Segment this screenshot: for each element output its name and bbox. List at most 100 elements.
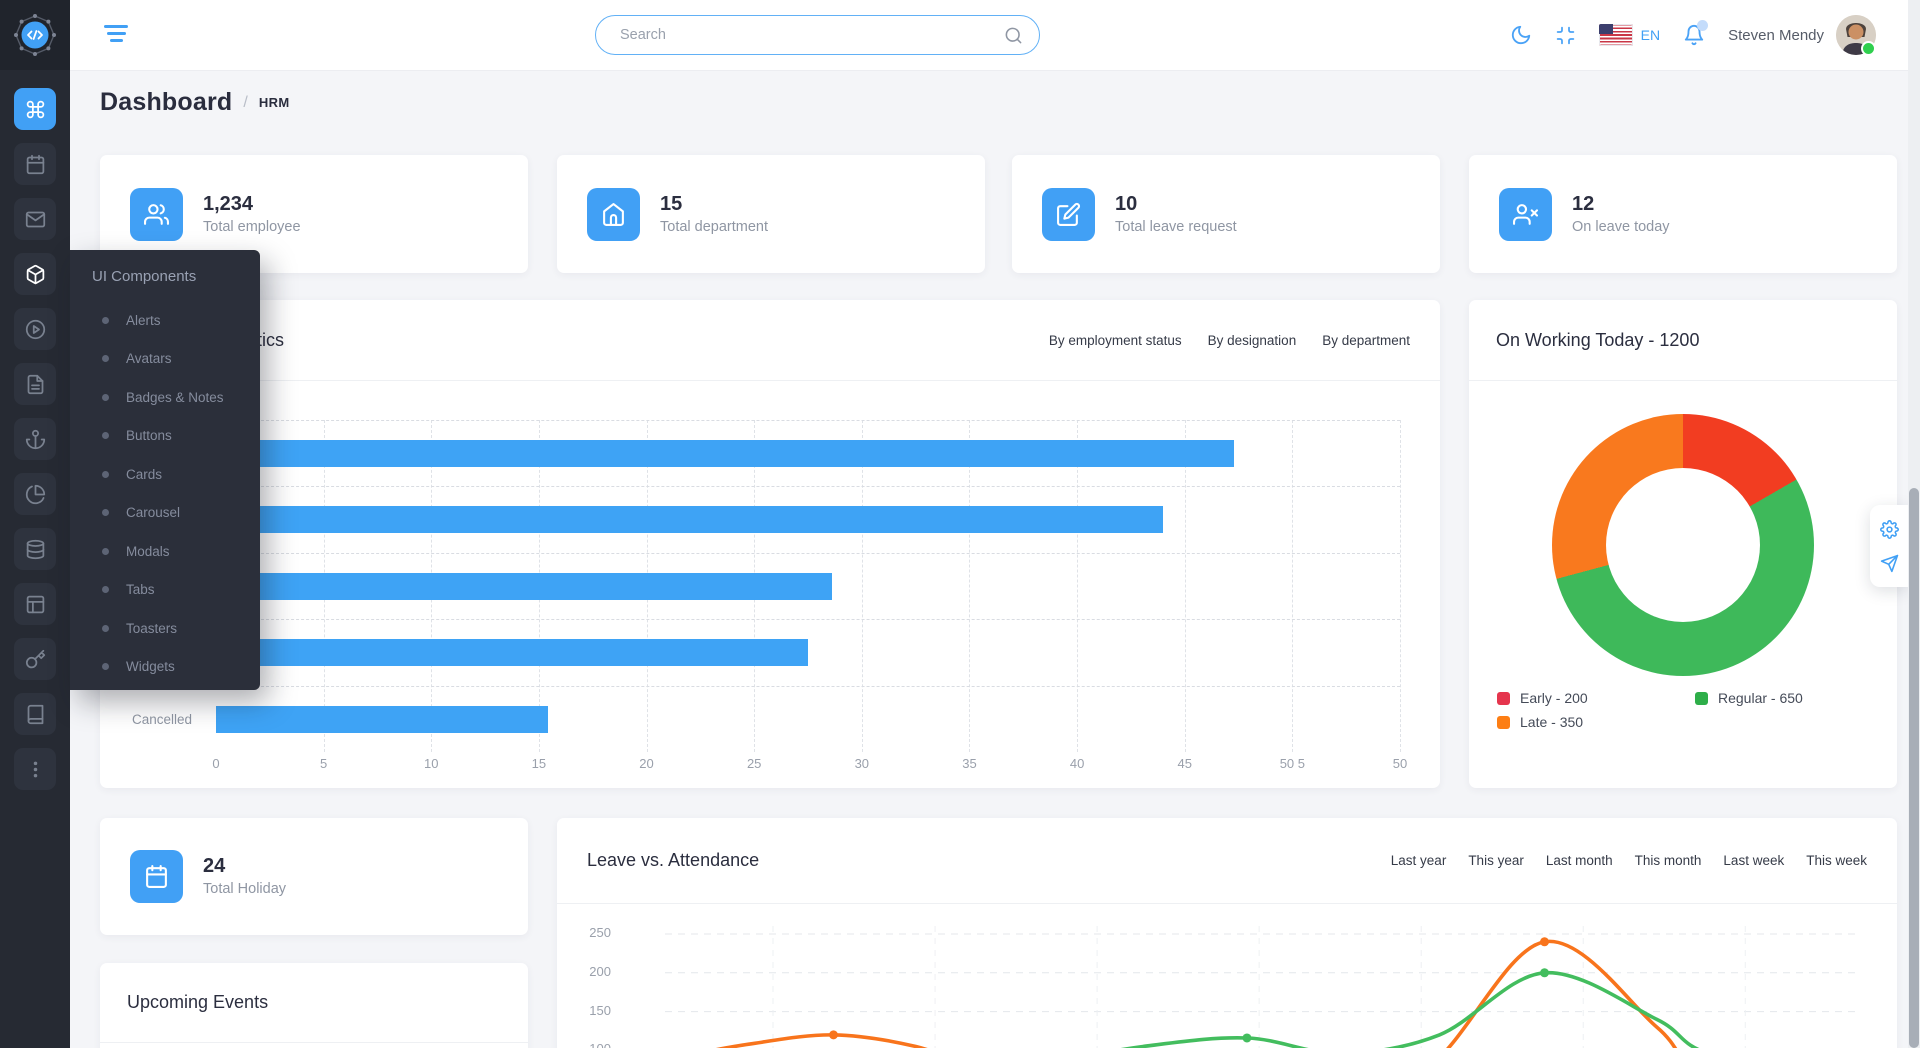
x-tick-label: 0	[212, 756, 220, 771]
sidebar-item-media[interactable]	[14, 308, 56, 350]
flyout-menu-item[interactable]: Toasters	[70, 609, 260, 648]
breadcrumb-section: HRM	[258, 95, 290, 110]
app-logo[interactable]	[0, 0, 70, 70]
stat-value: 1,234	[203, 192, 254, 215]
menu-toggle-button[interactable]	[103, 25, 129, 45]
sidebar-item-pages[interactable]	[14, 363, 56, 405]
bullet-icon	[102, 393, 109, 401]
card-title: Upcoming Events	[127, 992, 269, 1012]
bar-chart-plot	[216, 420, 1401, 752]
x-tick-label: 30	[854, 756, 870, 771]
x-tick-label: 50	[1392, 756, 1408, 771]
user-x-icon	[1499, 187, 1552, 241]
y-tick-label: 250	[589, 925, 611, 940]
bullet-icon	[102, 663, 109, 671]
chart-filter-link[interactable]: Last week	[1723, 853, 1785, 868]
pie-chart-icon	[25, 484, 45, 504]
data-point-marker	[828, 1030, 838, 1040]
sidebar-item-ui-components[interactable]	[14, 253, 56, 295]
sidebar-item-documentation[interactable]	[14, 693, 56, 735]
search-icon[interactable]	[1004, 26, 1023, 45]
sidebar-item-layout[interactable]	[14, 583, 56, 625]
x-tick-label: 25	[746, 756, 762, 771]
sidebar-item-mail[interactable]	[14, 198, 56, 240]
chart-filters: Last year This year Last month This month La…	[1391, 853, 1867, 868]
notification-badge	[1697, 20, 1709, 31]
donut-legend: Early - 200 Regular - 650 Late - 350	[1497, 690, 1803, 730]
chart-filter-link[interactable]: By designation	[1207, 332, 1297, 348]
y-tick-label: 200	[589, 963, 611, 979]
stat-card-on-leave-today: 12 On leave today	[1469, 155, 1897, 273]
play-circle-icon	[25, 319, 45, 339]
data-point-marker	[1540, 937, 1550, 947]
flyout-menu-item[interactable]: Avatars	[70, 340, 260, 379]
chart-filter-link[interactable]: Last month	[1545, 853, 1613, 868]
chart-filter-link[interactable]: By department	[1322, 332, 1410, 348]
sidebar-item-dashboard[interactable]	[14, 88, 56, 130]
sidebar	[0, 0, 70, 1048]
chart-filter-link[interactable]: This week	[1806, 853, 1867, 868]
bullet-icon	[102, 586, 109, 594]
grid-line	[1077, 420, 1079, 752]
flyout-menu-item[interactable]: Widgets	[70, 648, 260, 687]
language-selector[interactable]: EN	[1598, 24, 1660, 46]
chart-filter-link[interactable]: This year	[1468, 853, 1524, 868]
chart-filter-link[interactable]: This month	[1634, 853, 1702, 868]
data-point-marker	[1540, 968, 1550, 978]
sidebar-item-anchor[interactable]	[14, 418, 56, 460]
settings-button[interactable]	[1879, 519, 1899, 539]
chart-title: On Working Today - 1200	[1496, 329, 1700, 350]
search-input[interactable]	[618, 26, 1004, 44]
line-chart-plot	[665, 926, 1860, 1048]
sidebar-item-authentication[interactable]	[14, 638, 56, 680]
avatar	[1836, 15, 1876, 56]
sidebar-item-calendar[interactable]	[14, 143, 56, 185]
legend-item[interactable]: Late - 350	[1497, 714, 1695, 730]
layout-icon	[26, 595, 44, 613]
donut-hole	[1606, 468, 1760, 622]
bar	[216, 572, 832, 600]
chart-filter-link[interactable]: Last year	[1390, 853, 1447, 868]
us-flag-icon	[1598, 24, 1633, 46]
grid-line	[1292, 420, 1294, 752]
scrollbar-track[interactable]	[1908, 0, 1920, 1048]
bell-icon	[1684, 25, 1704, 46]
sidebar-nav	[0, 70, 70, 790]
legend-label: Regular - 650	[1718, 690, 1803, 706]
share-button[interactable]	[1880, 554, 1899, 573]
bar-chart-row	[216, 552, 1400, 619]
notifications-button[interactable]	[1683, 20, 1709, 46]
legend-item[interactable]: Early - 200	[1497, 690, 1695, 706]
flyout-menu-item[interactable]: Carousel	[70, 494, 260, 533]
chart-filter-link[interactable]: By employment status	[1048, 332, 1182, 348]
bar-chart-row	[216, 420, 1400, 486]
bar-category-label: Cancelled	[131, 711, 192, 727]
bullet-icon	[102, 509, 109, 517]
bullet-icon	[102, 547, 109, 555]
user-menu[interactable]: Steven Mendy	[1728, 15, 1876, 56]
stat-label: Total department	[660, 218, 769, 235]
upcoming-events-card: Upcoming Events	[100, 963, 528, 1048]
bar-chart-row	[216, 685, 1400, 752]
gear-icon	[1879, 519, 1899, 539]
flyout-menu-item[interactable]: Badges & Notes	[70, 378, 260, 417]
flyout-item-label: Toasters	[126, 620, 178, 636]
legend-swatch-icon	[1497, 691, 1510, 705]
flyout-menu-item[interactable]: Alerts	[70, 301, 260, 340]
sidebar-item-charts[interactable]	[14, 473, 56, 515]
grid-line	[861, 420, 863, 752]
flyout-menu-item[interactable]: Cards	[70, 455, 260, 494]
sidebar-item-database[interactable]	[14, 528, 56, 570]
legend-item[interactable]: Regular - 650	[1695, 690, 1803, 706]
flyout-menu-item[interactable]: Modals	[70, 532, 260, 571]
flyout-menu-item[interactable]: Buttons	[70, 417, 260, 456]
search-bar	[595, 15, 1040, 55]
donut-chart	[1552, 414, 1814, 676]
chart-title: Leave vs. Attendance	[587, 850, 760, 870]
dark-mode-toggle[interactable]	[1510, 24, 1532, 46]
sidebar-item-more[interactable]	[14, 748, 56, 790]
flyout-menu-item[interactable]: Tabs	[70, 571, 260, 610]
fullscreen-toggle[interactable]	[1555, 25, 1576, 46]
line-series-orange-series	[715, 939, 1678, 1048]
scrollbar-thumb[interactable]	[1909, 488, 1919, 1048]
